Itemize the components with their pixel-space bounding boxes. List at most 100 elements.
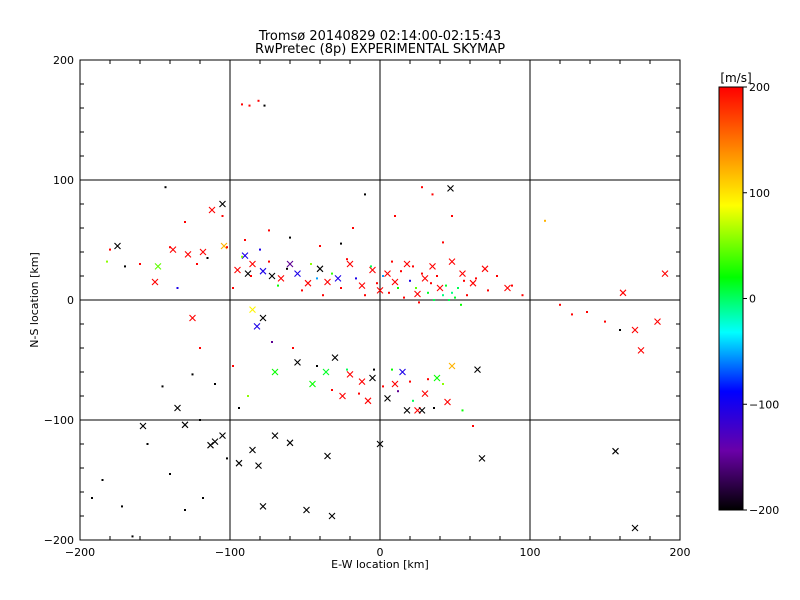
- data-point-x: [219, 432, 226, 439]
- data-point-x: [249, 306, 256, 313]
- data-point-dot: [232, 365, 234, 367]
- data-point-x: [334, 275, 342, 282]
- data-point-x: [331, 354, 339, 361]
- data-point-x: [421, 390, 429, 397]
- data-point-dot: [397, 287, 399, 289]
- data-point-x: [253, 323, 261, 330]
- data-point-dot: [496, 275, 498, 277]
- data-point-dot: [131, 535, 134, 538]
- data-point-dot: [316, 365, 318, 367]
- data-point-x: [235, 459, 243, 467]
- data-point-dot: [322, 294, 324, 297]
- data-point-dot: [358, 392, 360, 395]
- data-point-x: [271, 432, 279, 439]
- data-point-x: [364, 397, 372, 405]
- data-point-dot: [319, 245, 321, 247]
- data-point-dot: [415, 287, 417, 289]
- data-point-dot: [487, 289, 489, 292]
- data-point-dot: [442, 294, 444, 297]
- data-point-dot: [226, 246, 228, 249]
- data-point-dot: [403, 296, 405, 299]
- data-point-dot: [373, 368, 375, 371]
- data-point-dot: [436, 275, 438, 277]
- data-point-dot: [292, 347, 294, 349]
- scatter-points: [91, 99, 669, 538]
- data-point-dot: [146, 443, 149, 445]
- data-point-x: [271, 368, 279, 376]
- colorbar: [m/s] 200 100 0 −100 −200: [718, 71, 779, 517]
- data-point-dot: [232, 287, 234, 289]
- data-point-x: [316, 265, 324, 273]
- x-tick-label: −200: [65, 546, 95, 559]
- data-point-x: [249, 446, 256, 454]
- data-point-x: [631, 524, 639, 532]
- chart-title: Tromsø 20140829 02:14:00-02:15:43: [258, 29, 501, 44]
- data-point-dot: [289, 236, 291, 239]
- data-point-x: [268, 272, 276, 280]
- data-point-dot: [301, 289, 303, 292]
- data-point-dot: [184, 221, 186, 223]
- data-point-dot: [271, 341, 273, 343]
- data-point-x: [255, 462, 262, 469]
- data-point-dot: [109, 248, 111, 251]
- data-point-x: [139, 422, 147, 430]
- data-point-x: [504, 284, 511, 292]
- data-point-dot: [388, 291, 390, 294]
- data-point-dot: [511, 284, 513, 287]
- x-tick-label: −100: [215, 546, 245, 559]
- grid: [80, 60, 680, 540]
- data-point-dot: [409, 380, 411, 383]
- data-point-x: [619, 289, 627, 297]
- data-point-dot: [391, 368, 393, 371]
- data-point-dot: [409, 279, 411, 282]
- data-point-dot: [346, 368, 348, 371]
- x-axis-label: E-W location [km]: [331, 558, 429, 571]
- data-point-dot: [586, 311, 588, 313]
- data-point-x: [474, 366, 481, 373]
- data-point-dot: [196, 263, 198, 265]
- data-point-x: [661, 270, 669, 277]
- data-point-dot: [331, 389, 333, 391]
- data-point-dot: [248, 104, 251, 107]
- data-point-dot: [463, 279, 465, 282]
- data-point-x: [259, 503, 267, 510]
- data-point-x: [369, 374, 376, 382]
- data-point-x: [429, 263, 436, 270]
- data-point-x: [414, 290, 421, 298]
- y-tick-label: −100: [44, 414, 74, 427]
- data-point-dot: [451, 291, 453, 294]
- data-point-dot: [370, 265, 372, 268]
- data-point-x: [294, 270, 301, 277]
- data-point-dot: [475, 277, 477, 280]
- data-point-dot: [226, 457, 228, 460]
- data-point-x: [358, 378, 366, 385]
- data-point-dot: [121, 505, 123, 508]
- data-point-dot: [521, 294, 524, 297]
- data-point-x: [286, 439, 294, 447]
- x-tick-label: 200: [670, 546, 691, 559]
- data-point-dot: [421, 272, 423, 275]
- data-point-dot: [286, 267, 288, 270]
- data-point-x: [324, 278, 331, 286]
- data-point-x: [303, 506, 310, 514]
- data-point-x: [184, 251, 192, 258]
- data-point-x: [211, 438, 219, 445]
- data-point-dot: [457, 287, 459, 289]
- data-point-dot: [340, 242, 342, 245]
- data-point-dot: [169, 246, 171, 249]
- data-point-x: [249, 260, 256, 268]
- data-point-x: [259, 267, 267, 275]
- data-point-x: [459, 270, 466, 277]
- data-point-dot: [427, 291, 429, 294]
- data-point-x: [612, 447, 619, 455]
- data-point-dot: [268, 260, 270, 263]
- data-point-dot: [433, 407, 435, 409]
- data-point-dot: [346, 258, 348, 261]
- data-point-x: [384, 395, 391, 402]
- data-point-x: [436, 284, 444, 292]
- data-point-dot: [257, 99, 260, 102]
- data-point-x: [448, 258, 456, 265]
- data-point-x: [418, 407, 426, 414]
- data-point-dot: [394, 215, 396, 217]
- data-point-x: [391, 380, 399, 388]
